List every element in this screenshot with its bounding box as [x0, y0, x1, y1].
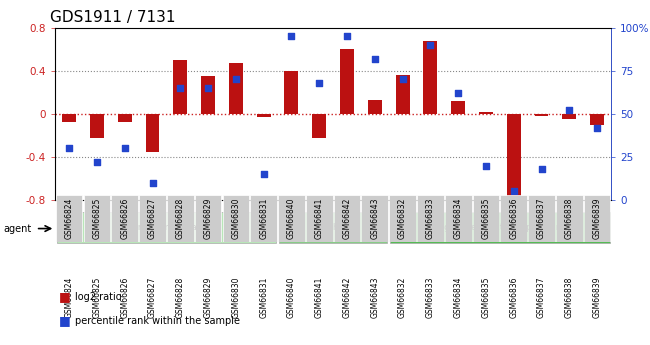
FancyBboxPatch shape — [528, 195, 555, 242]
Bar — [368, 100, 382, 114]
Point — [148, 180, 158, 186]
FancyBboxPatch shape — [361, 195, 388, 242]
Point — [342, 33, 352, 39]
Bar — [340, 49, 354, 114]
Text: GSM66838: GSM66838 — [565, 197, 574, 239]
Bar — [590, 114, 604, 125]
Point — [453, 90, 463, 96]
Bar — [423, 41, 437, 114]
Text: GSM66841: GSM66841 — [315, 197, 324, 239]
Point — [425, 42, 436, 48]
Text: GSM66842: GSM66842 — [343, 197, 352, 239]
Text: GSM66836: GSM66836 — [509, 197, 518, 239]
Point — [592, 125, 603, 130]
Point — [175, 85, 185, 91]
Bar — [507, 114, 521, 209]
FancyBboxPatch shape — [473, 195, 499, 242]
FancyBboxPatch shape — [279, 212, 387, 243]
FancyBboxPatch shape — [584, 195, 610, 242]
Point — [536, 166, 547, 172]
FancyBboxPatch shape — [167, 195, 194, 242]
Bar — [201, 76, 215, 114]
Bar — [285, 71, 298, 114]
Text: GSM66831: GSM66831 — [259, 197, 268, 239]
Point — [481, 163, 491, 168]
Text: GSM66829: GSM66829 — [203, 197, 213, 239]
FancyBboxPatch shape — [500, 195, 527, 242]
FancyBboxPatch shape — [389, 195, 416, 242]
Text: P. nigrum extract and pyrethrum: P. nigrum extract and pyrethrum — [426, 223, 574, 232]
Text: percentile rank within the sample: percentile rank within the sample — [75, 316, 240, 326]
Bar — [312, 114, 326, 138]
Point — [92, 159, 102, 165]
FancyBboxPatch shape — [222, 195, 249, 242]
Text: GSM66834: GSM66834 — [454, 197, 463, 239]
Text: GDS1911 / 7131: GDS1911 / 7131 — [49, 10, 176, 25]
Text: GSM66840: GSM66840 — [287, 197, 296, 239]
Text: GSM66825: GSM66825 — [92, 197, 101, 239]
Text: GSM66827: GSM66827 — [148, 197, 157, 239]
Point — [286, 33, 296, 39]
Text: ■: ■ — [58, 314, 70, 327]
Bar — [146, 114, 159, 151]
FancyBboxPatch shape — [111, 195, 138, 242]
Bar — [534, 114, 549, 116]
Text: log2 ratio: log2 ratio — [75, 292, 122, 302]
FancyBboxPatch shape — [84, 195, 111, 242]
Point — [314, 80, 324, 86]
Point — [508, 189, 519, 194]
Point — [203, 85, 213, 91]
Text: GSM66835: GSM66835 — [482, 197, 491, 239]
Text: GSM66837: GSM66837 — [537, 197, 546, 239]
Text: GSM66843: GSM66843 — [370, 197, 380, 239]
Text: GSM66839: GSM66839 — [593, 197, 602, 239]
Bar — [451, 101, 465, 114]
Text: GSM66828: GSM66828 — [176, 197, 185, 238]
Point — [259, 171, 269, 177]
Point — [397, 77, 408, 82]
Bar — [562, 114, 577, 119]
Bar — [257, 114, 270, 117]
Bar — [396, 75, 410, 114]
FancyBboxPatch shape — [57, 212, 276, 243]
FancyBboxPatch shape — [250, 195, 277, 242]
Text: GSM66832: GSM66832 — [398, 197, 407, 239]
Point — [564, 108, 575, 113]
Text: pyrethrum: pyrethrum — [309, 223, 357, 232]
FancyBboxPatch shape — [195, 195, 222, 242]
Bar — [229, 63, 243, 114]
FancyBboxPatch shape — [390, 212, 610, 243]
Text: GSM66833: GSM66833 — [426, 197, 435, 239]
Point — [64, 146, 74, 151]
Text: GSM66824: GSM66824 — [64, 197, 73, 239]
FancyBboxPatch shape — [445, 195, 471, 242]
Point — [120, 146, 130, 151]
FancyBboxPatch shape — [333, 195, 360, 242]
FancyBboxPatch shape — [556, 195, 582, 242]
FancyBboxPatch shape — [417, 195, 444, 242]
Bar — [62, 114, 76, 122]
Text: agent: agent — [3, 225, 31, 234]
FancyBboxPatch shape — [278, 195, 305, 242]
Text: P. nigrum extract: P. nigrum extract — [127, 223, 205, 232]
Bar — [174, 60, 187, 114]
Bar — [118, 114, 132, 122]
FancyBboxPatch shape — [56, 195, 83, 242]
FancyBboxPatch shape — [139, 195, 166, 242]
Point — [370, 56, 380, 61]
FancyBboxPatch shape — [306, 195, 333, 242]
Text: GSM66830: GSM66830 — [231, 197, 240, 239]
Bar — [479, 112, 493, 114]
Bar — [90, 114, 104, 138]
Point — [231, 77, 241, 82]
Text: ■: ■ — [58, 290, 70, 303]
Text: GSM66826: GSM66826 — [120, 197, 129, 239]
